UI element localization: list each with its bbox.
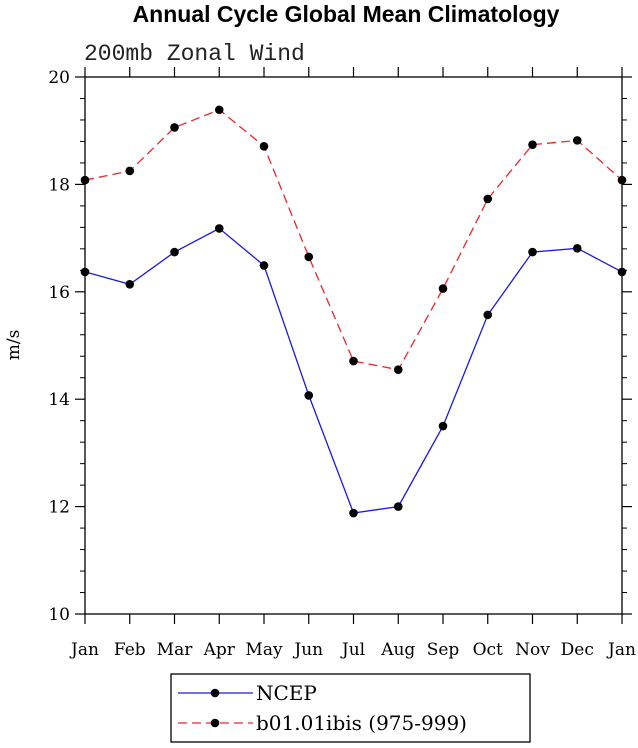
x-tick-label: Nov	[515, 640, 550, 660]
x-tick-label: Jan	[606, 640, 636, 660]
data-point	[170, 247, 179, 257]
series-line	[84, 227, 623, 514]
data-point	[393, 502, 403, 511]
plot-frame	[84, 76, 623, 615]
series-1	[80, 224, 627, 518]
data-point	[80, 175, 90, 185]
series-layer	[80, 105, 627, 518]
legend-item: b01.01ibis (975-999)	[178, 711, 467, 735]
data-point	[259, 261, 269, 270]
data-point	[438, 421, 448, 431]
y-tick-label: 20	[48, 68, 70, 88]
data-point	[617, 267, 627, 277]
y-tick-label: 14	[48, 390, 70, 410]
series-2	[80, 105, 627, 374]
data-point	[214, 224, 224, 233]
chart-title: Annual Cycle Global Mean Climatology	[133, 1, 560, 27]
x-tick-label: Oct	[473, 640, 503, 660]
x-tick-labels: Jan Feb Mar Apr May Jun Jul Aug Sep Oct Nov Dec Jan	[69, 640, 636, 660]
data-point	[170, 123, 179, 132]
data-point	[349, 356, 358, 366]
data-point	[528, 140, 537, 149]
x-tick-label: May	[245, 640, 283, 660]
data-point	[125, 166, 135, 176]
y-tick-labels: 10 12 14 16 18 20	[48, 68, 70, 625]
legend-label: b01.01ibis (975-999)	[256, 711, 467, 735]
x-tick-label: Apr	[203, 640, 236, 660]
y-tick-label: 10	[48, 605, 70, 625]
data-point	[483, 194, 493, 204]
x-tick-label: Dec	[561, 640, 594, 660]
data-point	[572, 136, 582, 145]
data-point	[572, 244, 582, 253]
y-tick-label: 16	[48, 283, 70, 303]
x-tick-label: Sep	[427, 640, 460, 660]
legend-swatch-marker	[210, 688, 220, 698]
tick-marks	[75, 67, 632, 624]
series-line	[84, 109, 623, 371]
legend-items: NCEP b01.01ibis (975-999)	[178, 681, 467, 735]
x-tick-label: Feb	[114, 640, 146, 660]
y-tick-label: 12	[48, 498, 70, 518]
legend-item: NCEP	[178, 681, 317, 705]
x-tick-label: Mar	[157, 640, 194, 660]
data-point	[483, 310, 493, 320]
x-tick-label: Jul	[340, 640, 365, 660]
legend-box	[170, 673, 531, 743]
x-tick-label: Aug	[380, 640, 415, 660]
data-point	[125, 279, 135, 289]
data-point	[304, 391, 314, 400]
data-point	[259, 141, 269, 151]
data-point	[80, 267, 90, 277]
legend-label: NCEP	[256, 681, 317, 705]
data-point	[214, 105, 224, 115]
y-axis-label: m/s	[4, 330, 24, 361]
data-point	[528, 247, 537, 257]
data-point	[438, 284, 448, 293]
x-tick-label: Jun	[292, 640, 323, 660]
data-point	[393, 365, 403, 374]
x-tick-label: Jan	[69, 640, 99, 660]
data-point	[304, 252, 314, 262]
data-point	[349, 508, 358, 518]
legend: NCEP b01.01ibis (975-999)	[170, 673, 531, 743]
chart-subtitle: 200mb Zonal Wind	[84, 41, 305, 67]
y-tick-label: 18	[48, 175, 70, 195]
data-point	[617, 175, 627, 185]
legend-swatch-marker	[210, 718, 220, 728]
